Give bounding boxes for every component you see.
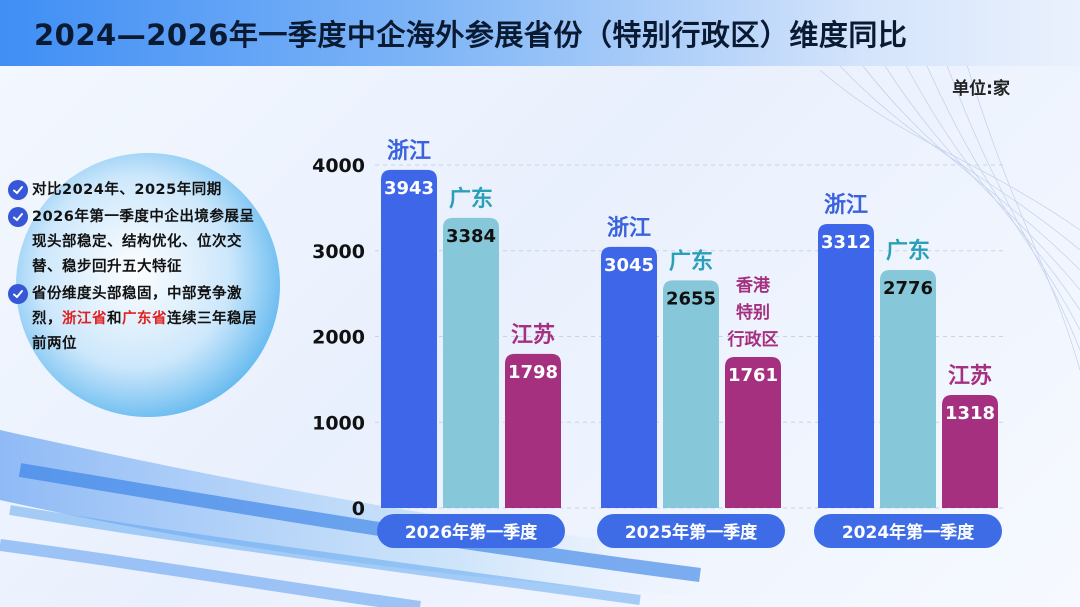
note-item: 2026年第一季度中企出境参展呈现头部稳定、结构优化、位次交替、稳步回升五大特征 bbox=[8, 205, 263, 280]
data-label: 1761 bbox=[728, 365, 778, 386]
check-icon bbox=[8, 207, 28, 227]
category-label: 2026年第一季度 bbox=[405, 522, 538, 543]
series-label: 浙江 bbox=[824, 193, 868, 218]
y-tick-label: 1000 bbox=[312, 412, 365, 434]
note-text: 对比2024年、2025年同期 bbox=[32, 182, 222, 198]
data-label: 3943 bbox=[384, 178, 434, 199]
title-bar: 2024—2026年一季度中企海外参展省份（特别行政区）维度同比 bbox=[0, 0, 1080, 66]
notes-list: 对比2024年、2025年同期 2026年第一季度中企出境参展呈现头部稳定、结构… bbox=[8, 178, 263, 359]
bar bbox=[443, 217, 499, 508]
bar bbox=[725, 356, 781, 508]
note-text: 省份维度头部稳固，中部竞争激烈，浙江省和广东省连续三年稳居前两位 bbox=[32, 286, 257, 352]
category-pill bbox=[597, 514, 785, 548]
page-title: 2024—2026年一季度中企海外参展省份（特别行政区）维度同比 bbox=[34, 18, 908, 52]
bar bbox=[381, 169, 437, 508]
note-item: 省份维度头部稳固，中部竞争激烈，浙江省和广东省连续三年稳居前两位 bbox=[8, 282, 263, 357]
check-icon bbox=[8, 284, 28, 304]
series-label: 香港 bbox=[736, 275, 771, 296]
category-pill bbox=[814, 514, 1002, 548]
data-label: 3384 bbox=[446, 226, 496, 247]
series-label: 浙江 bbox=[607, 216, 651, 241]
bar bbox=[663, 280, 719, 508]
series-label: 广东 bbox=[669, 248, 713, 274]
unit-label: 单位:家 bbox=[952, 79, 1010, 99]
bar bbox=[601, 246, 657, 509]
data-label: 3045 bbox=[604, 255, 654, 276]
series-label: 广东 bbox=[886, 238, 930, 264]
data-label: 3312 bbox=[821, 232, 871, 253]
y-tick-label: 3000 bbox=[312, 241, 365, 263]
category-label: 2025年第一季度 bbox=[625, 522, 758, 543]
bar bbox=[505, 353, 561, 508]
series-label: 特别 bbox=[736, 302, 770, 323]
bar bbox=[880, 269, 936, 508]
y-tick-label: 0 bbox=[352, 498, 365, 520]
highlight-zhejiang: 浙江省 bbox=[62, 311, 107, 327]
note-text: 2026年第一季度中企出境参展呈现头部稳定、结构优化、位次交替、稳步回升五大特征 bbox=[32, 209, 255, 275]
check-icon bbox=[8, 180, 28, 200]
category-label: 2024年第一季度 bbox=[842, 522, 975, 543]
y-tick-label: 2000 bbox=[312, 327, 365, 349]
series-label: 浙江 bbox=[387, 139, 431, 164]
y-tick-label: 4000 bbox=[312, 155, 365, 177]
data-label: 1318 bbox=[945, 403, 995, 424]
category-pill bbox=[377, 514, 565, 548]
data-label: 2655 bbox=[666, 288, 716, 309]
data-label: 1798 bbox=[508, 362, 558, 383]
series-label: 江苏 bbox=[511, 322, 555, 348]
bar bbox=[942, 394, 998, 508]
series-label: 江苏 bbox=[948, 363, 992, 389]
note-item: 对比2024年、2025年同期 bbox=[8, 178, 263, 203]
bar bbox=[818, 223, 874, 508]
highlight-guangdong: 广东省 bbox=[122, 311, 167, 327]
data-label: 2776 bbox=[883, 278, 933, 299]
series-label: 广东 bbox=[449, 186, 493, 212]
series-label: 行政区 bbox=[727, 329, 779, 350]
